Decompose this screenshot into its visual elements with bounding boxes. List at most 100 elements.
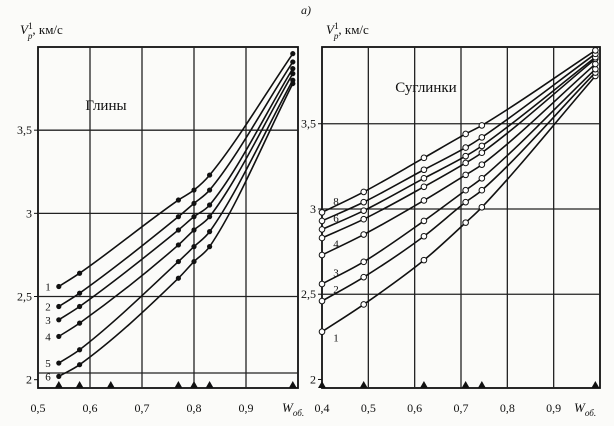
panel-clay-sample-triangle [288,381,297,388]
panel-clay-series-5-point [191,244,197,250]
panel-loam-xtick-label: 0,7 [454,401,469,415]
panel-loam-series-4-point [462,171,469,179]
panel-loam-ytick-label: 3 [310,202,316,216]
panel-loam-series-5-point [462,159,469,167]
panel-clay-series-6-point [77,362,83,368]
figure-label: а) [301,3,311,17]
panel-loam-curve-label: 1 [333,332,339,344]
panel-clay-series-6-point [191,258,197,265]
panel-loam-xtick-label: 0,9 [546,401,561,415]
panel-clay-sample-triangle [174,381,183,388]
panel-clay-series-5-line [58,79,294,364]
panel-loam-series-6-point [360,207,368,214]
panel-loam-series-8-point [462,130,469,138]
panel-loam-series-8-point [592,47,599,54]
panel-clay-series-3-point [191,214,197,220]
panel-loam-series-2-line [321,72,596,302]
panel-loam-series-5-point [478,149,486,157]
panel-loam-ylabel: V1 p, км/с [326,21,369,41]
panel-loam-series-4-point [420,197,428,204]
panel-loam-series-8-line [321,49,596,214]
panel-clay-series-2-point [175,214,181,220]
panel-loam-series-2-point [462,198,469,206]
panel-clay-xtick-label: 0,9 [239,401,254,415]
panel-loam-series-7-point [360,198,368,206]
panel-clay-series-6-point [290,80,296,87]
panel-loam-series-5-point [318,234,326,242]
panel-clay-series-5-point [77,347,83,353]
panel-loam-xtick-label: 0,5 [361,401,376,415]
panel-loam-series-2-point [360,273,368,281]
panel-loam-series-8-point [420,154,428,162]
panel-loam-series-8-point [318,209,326,216]
panel-clay-series-1-point [56,283,62,290]
panel-clay-xtick-label: 0,6 [83,401,98,415]
panel-clay-series-4-point [191,227,197,233]
panel-loam-series-7-point [478,134,486,141]
panel-clay-series-4-point [207,214,213,220]
panel-loam-curve-label: 6 [333,213,339,225]
panel-clay-title: Глины [85,98,126,114]
panel-clay-xlabel: Wоб. [282,400,304,418]
panel-clay-xtick-label: 0,5 [31,401,46,415]
panel-clay-sample-triangle [106,381,115,388]
panel-clay-series-3-point [207,202,213,208]
panel-clay-series-4-point [175,242,181,248]
panel-loam-series-4-point [318,251,326,259]
panel-clay-series-6-line [58,83,294,378]
panel-clay-curve-label: 4 [45,331,51,343]
panel-clay-series-6-point [56,373,62,379]
panel-loam-series-1-point [420,256,428,264]
panel-clay-curve-label: 6 [45,371,51,383]
panel-clay-ytick-label: 3,5 [17,123,32,137]
panel-clay-series-1-point [175,197,181,203]
panel-loam-sample-triangle [591,381,600,388]
panel-clay-series-4-point [77,320,83,326]
panel-loam-xtick-label: 0,8 [500,401,515,415]
panel-clay-series-3-point [56,317,62,323]
panel-loam-series-7-point [318,217,326,225]
panel-clay-ylabel: V1 p, км/с [20,21,63,41]
panel-loam-series-8-point [478,122,486,129]
panel-loam-series-4-point [478,161,486,168]
panel-loam-ytick-label: 2,5 [301,287,316,301]
panel-clay-curve-label: 2 [45,301,51,313]
panel-loam-series-5-point [420,183,428,191]
panel-clay-curve-label: 5 [45,358,51,370]
panel-loam-series-6-point [462,152,469,160]
panel-clay-ytick-label: 2,5 [17,290,32,304]
panel-clay-ytick-label: 3 [26,206,32,220]
panel-clay-series-5-point [56,360,62,366]
panel-loam-ytick-label: 3,5 [301,117,316,131]
panel-loam-series-3-point [318,280,326,288]
panel-clay-series-2-point [191,200,197,206]
panel-loam-curve-label: 4 [333,239,339,251]
panel-loam-series-2-point [318,297,326,305]
panel-clay-xtick-label: 0,8 [187,401,202,415]
panel-clay-ytick-label: 2 [26,373,32,387]
panel-clay-series-6-point [207,244,213,250]
panel-loam-xlabel: Wоб. [574,400,596,418]
panel-loam-sample-triangle [359,381,368,388]
panel-loam-series-2-point [420,232,428,240]
panel-loam-series-2-point [478,186,486,194]
panel-clay-curve-label: 1 [45,282,51,294]
panel-loam-curve-label: 3 [333,267,339,279]
panel-clay-series-2-point [290,59,296,65]
panel-clay-xtick-label: 0,7 [135,401,150,415]
panel-loam-series-7-point [462,144,469,151]
panel-loam-series-3-point [478,174,486,182]
panel-clay-series-1-point [207,172,213,178]
panel-loam-title: Суглинки [395,80,456,96]
panel-loam-series-4-point [360,231,368,238]
panel-clay-sample-triangle [75,381,84,388]
panel-loam-series-3-point [360,258,368,266]
panel-loam-series-8-point [360,188,368,196]
panel-loam-ytick-label: 2 [310,372,316,386]
panel-loam-curve-label: 2 [333,284,339,296]
panel-loam-series-1-point [478,203,486,211]
panel-clay-series-3-point [77,303,83,310]
panel-clay-series-4-point [290,71,296,77]
